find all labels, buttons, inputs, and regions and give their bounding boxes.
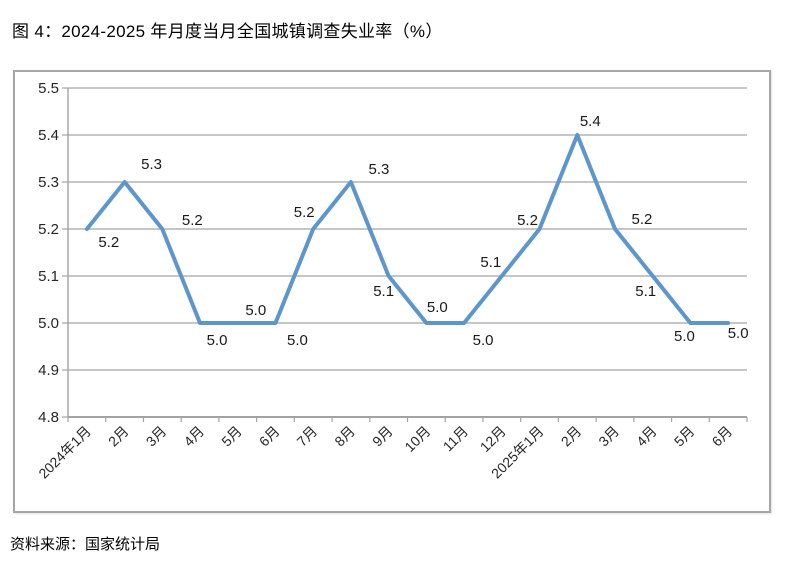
data-label: 5.2 [98,234,119,251]
series-line [84,133,731,325]
data-label: 5.0 [207,332,228,349]
x-axis-category-label: 2月 [558,423,585,450]
data-label: 5.1 [635,283,656,300]
data-label: 5.0 [473,332,494,349]
x-axis-category-label: 5月 [218,423,245,450]
data-label: 5.0 [674,328,695,345]
y-axis-tick-label: 5.1 [38,268,59,285]
x-axis-category-label: 3月 [595,423,622,450]
figure-title: 图 4：2024-2025 年月度当月全国城镇调查失业率（%） [12,22,443,41]
data-label: 5.0 [728,325,749,342]
y-axis-tick-label: 5.5 [38,80,59,97]
data-label: 5.1 [480,254,501,271]
data-label: 5.0 [245,302,266,319]
chart-container: 5.5 5.4 5.3 5.2 5.1 5.0 4.9 4.8 5.2 5.3 5.2 5.0 5.0 5… [13,70,771,513]
x-axis-category-label: 11月 [440,423,471,454]
y-axis-tick-label: 4.9 [38,362,59,379]
data-label: 5.2 [182,212,203,229]
x-axis-category-label: 2月 [105,423,132,450]
data-label: 5.2 [517,212,538,229]
data-label: 5.3 [368,161,389,178]
y-axis-tick-label: 5.4 [38,127,59,144]
x-axis-category-label: 3月 [143,423,170,450]
data-label: 5.2 [632,211,653,228]
y-axis-tick-label: 5.3 [38,174,59,191]
x-axis-category-label: 6月 [256,423,283,450]
x-axis-category-label: 9月 [369,423,396,450]
x-axis-category-label: 6月 [709,423,736,450]
x-axis-category-label: 10月 [401,423,433,455]
x-axis-category-label: 4月 [633,423,660,450]
data-label: 5.4 [580,113,601,130]
y-axis-tick-label: 4.8 [38,409,59,426]
x-axis-category-label: 4月 [180,423,207,450]
data-label: 5.0 [427,299,448,316]
source-note: 资料来源：国家统计局 [10,536,161,553]
y-axis-tick-label: 5.0 [38,315,59,332]
y-axis-tick-label: 5.2 [38,221,59,238]
x-axis-category-label: 2024年1月 [35,423,94,482]
data-label: 5.3 [141,156,162,173]
x-axis-category-label: 5月 [671,423,698,450]
unemployment-line-chart: 5.5 5.4 5.3 5.2 5.1 5.0 4.9 4.8 5.2 5.3 5.2 5.0 5.0 5… [35,80,749,482]
data-label: 5.1 [373,283,394,300]
x-axis-category-label: 7月 [294,423,321,450]
data-label: 5.2 [294,204,315,221]
x-axis-category-label: 8月 [331,423,358,450]
x-axis-category-label: 12月 [477,423,509,455]
data-label: 5.0 [287,332,308,349]
